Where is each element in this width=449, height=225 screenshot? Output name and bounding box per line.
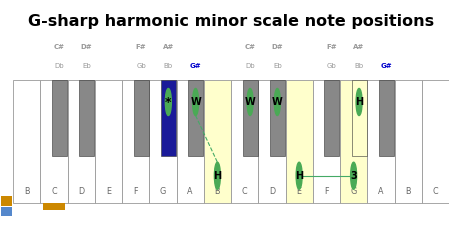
Bar <box>52 80 67 156</box>
Text: basicmusictheory.com: basicmusictheory.com <box>4 79 9 137</box>
Text: F#: F# <box>326 44 337 50</box>
Text: D: D <box>78 187 84 196</box>
Text: D: D <box>269 187 275 196</box>
Text: D#: D# <box>272 44 283 50</box>
Text: C#: C# <box>54 44 65 50</box>
Text: H: H <box>295 171 303 181</box>
Text: W: W <box>245 97 255 107</box>
Text: *: * <box>165 95 172 108</box>
Bar <box>67 80 95 203</box>
Bar <box>161 80 176 156</box>
Text: G: G <box>160 187 166 196</box>
Text: H: H <box>355 97 363 107</box>
Text: W: W <box>272 97 283 107</box>
Bar <box>134 80 149 156</box>
Bar <box>43 203 65 210</box>
Text: W: W <box>190 97 201 107</box>
Text: Bb: Bb <box>355 63 364 69</box>
Bar <box>149 80 176 203</box>
Bar <box>79 80 94 156</box>
Text: B: B <box>24 187 29 196</box>
Bar <box>204 80 231 203</box>
Text: A#: A# <box>163 44 174 50</box>
Text: C#: C# <box>245 44 255 50</box>
Circle shape <box>214 162 220 189</box>
Text: G#: G# <box>190 63 202 69</box>
Text: Db: Db <box>54 63 64 69</box>
Circle shape <box>165 88 172 115</box>
Text: G: G <box>351 187 357 196</box>
Bar <box>242 80 258 156</box>
Bar <box>270 80 285 156</box>
Text: E: E <box>106 187 111 196</box>
Bar <box>0 207 13 216</box>
Text: G#: G# <box>380 63 392 69</box>
Text: B: B <box>215 187 220 196</box>
Circle shape <box>296 162 302 189</box>
Circle shape <box>351 162 357 189</box>
Text: 3: 3 <box>350 171 357 181</box>
Text: F#: F# <box>136 44 146 50</box>
Text: A#: A# <box>353 44 365 50</box>
Bar <box>176 80 204 203</box>
Text: G-sharp harmonic minor scale note positions: G-sharp harmonic minor scale note positi… <box>28 14 434 29</box>
Circle shape <box>356 88 362 115</box>
Bar <box>352 80 366 156</box>
Text: F: F <box>324 187 329 196</box>
Text: Gb: Gb <box>136 63 146 69</box>
Circle shape <box>193 88 198 115</box>
Text: A: A <box>378 187 383 196</box>
Bar <box>231 80 258 203</box>
Bar <box>122 80 149 203</box>
Bar <box>340 80 367 203</box>
Bar <box>313 80 340 203</box>
Bar <box>95 80 122 203</box>
Bar <box>379 80 394 156</box>
Bar <box>40 80 67 203</box>
Bar <box>367 80 395 203</box>
Text: C: C <box>242 187 247 196</box>
Text: Eb: Eb <box>82 63 91 69</box>
Bar <box>188 80 203 156</box>
Text: Eb: Eb <box>273 63 282 69</box>
Bar <box>0 196 13 206</box>
Bar <box>13 80 40 203</box>
Text: C: C <box>51 187 57 196</box>
Bar <box>324 80 339 156</box>
Text: F: F <box>133 187 138 196</box>
Bar <box>286 80 313 203</box>
Bar <box>395 80 422 203</box>
Text: H: H <box>213 171 221 181</box>
Text: D#: D# <box>81 44 92 50</box>
Bar <box>422 80 449 203</box>
Text: C: C <box>432 187 438 196</box>
Text: Db: Db <box>245 63 255 69</box>
Bar <box>258 80 286 203</box>
Text: B: B <box>405 187 411 196</box>
Text: Gb: Gb <box>327 63 337 69</box>
Circle shape <box>247 88 253 115</box>
Text: A: A <box>187 187 193 196</box>
Circle shape <box>274 88 280 115</box>
Text: Bb: Bb <box>164 63 173 69</box>
Text: E: E <box>297 187 302 196</box>
